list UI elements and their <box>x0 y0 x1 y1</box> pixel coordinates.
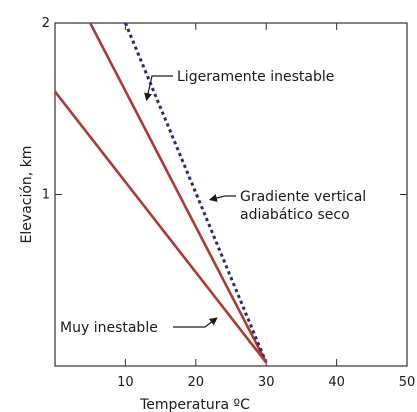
x-axis-label: Temperatura ºC <box>139 397 250 412</box>
x-tick-label: 40 <box>328 375 345 390</box>
annotations-group: Ligeramente inestable Gradiente vertical a… <box>60 69 366 336</box>
series-line-1 <box>89 22 268 364</box>
annotation-arrow-3 <box>173 317 218 328</box>
series-group <box>53 22 268 364</box>
annotation-arrow-2 <box>208 194 236 202</box>
series-line-3 <box>53 90 268 364</box>
y-axis-label: Elevación, km <box>19 146 35 244</box>
annotation-arrow-1 <box>144 75 173 102</box>
ticks-group: 10 20 30 40 50 1 2 <box>42 16 416 390</box>
y-tick-label: 1 <box>42 188 50 203</box>
x-tick-label: 30 <box>258 375 275 390</box>
annotation-label-2: Gradiente vertical adiabático seco <box>240 189 366 223</box>
x-tick-label: 20 <box>188 375 205 390</box>
plot-area <box>54 22 408 367</box>
annotation-label-1: Ligeramente inestable <box>177 69 334 85</box>
y-tick-label: 2 <box>42 16 50 31</box>
annotation-label-3: Muy inestable <box>60 320 158 336</box>
x-tick-label: 50 <box>399 375 416 390</box>
x-tick-label: 10 <box>117 375 134 390</box>
